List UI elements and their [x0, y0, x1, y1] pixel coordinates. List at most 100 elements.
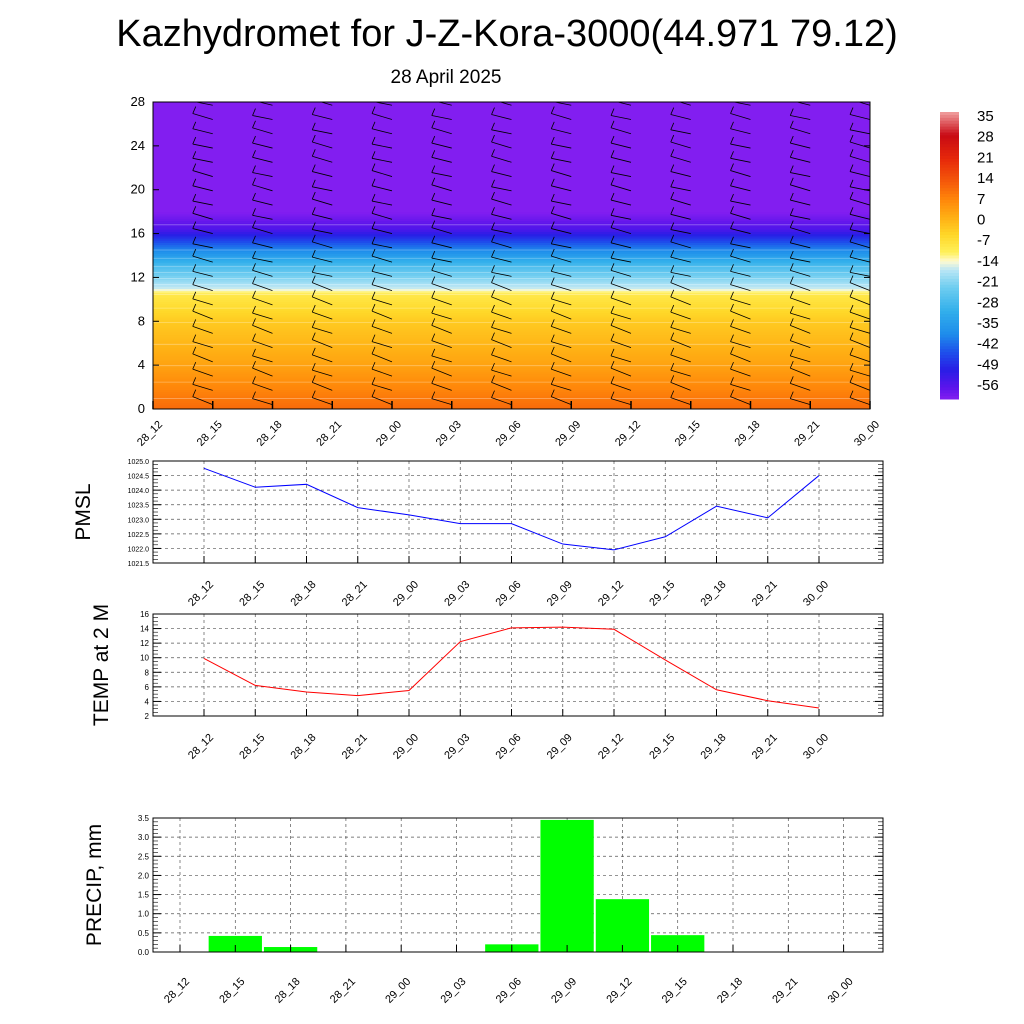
wind-barb	[789, 192, 811, 206]
temperature-contour	[153, 397, 870, 400]
wind-barb	[670, 375, 691, 391]
wind-barb	[431, 318, 452, 334]
colorbar-swatch	[940, 196, 959, 201]
y-axis-label: PMSL	[72, 483, 95, 540]
colorbar-swatch	[940, 340, 959, 344]
temperature-band	[153, 205, 870, 208]
wind-barb	[550, 334, 572, 348]
temperature-band	[153, 148, 870, 151]
temperature-contour	[153, 343, 870, 346]
wind-barb	[431, 220, 452, 234]
colorbar-swatch	[940, 276, 959, 280]
wind-barb	[789, 177, 811, 192]
wind-barb	[311, 122, 333, 135]
colorbar-swatch	[940, 112, 959, 116]
temperature-band	[153, 327, 870, 331]
wind-barb	[610, 208, 632, 220]
y-tick-label: 8	[145, 668, 150, 677]
wind-barb	[311, 207, 333, 220]
wind-barb	[616, 102, 632, 106]
temperature-band	[153, 369, 870, 373]
wind-barb	[431, 360, 452, 377]
wind-barb	[670, 107, 691, 120]
x-tick-label: 28_15	[237, 579, 267, 609]
colorbar-swatch	[940, 258, 959, 262]
wind-barb	[670, 347, 691, 363]
wind-barb	[550, 193, 572, 206]
x-tick-label: 28_12	[135, 419, 165, 449]
wind-barb	[789, 305, 811, 320]
x-tick-label: 29_21	[770, 976, 800, 1006]
temperature-band	[153, 104, 870, 107]
x-tick-label: 29_18	[699, 579, 729, 609]
colorbar-label: 21	[977, 149, 994, 166]
wind-barb	[550, 236, 572, 249]
colorbar-swatch	[940, 317, 959, 321]
colorbar-swatch	[940, 114, 959, 119]
wind-barb	[371, 377, 393, 391]
wind-barb	[431, 108, 452, 120]
wind-barb	[311, 275, 333, 291]
wind-barb	[257, 102, 273, 106]
colorbar-swatch	[940, 302, 959, 306]
temperature-band	[153, 123, 870, 127]
temperature-band	[153, 266, 870, 270]
wind-barb	[431, 250, 452, 263]
wind-barb	[491, 289, 512, 306]
colorbar-swatch	[940, 270, 959, 274]
y-tick-label: 2.0	[138, 871, 150, 880]
x-tick-label: 28_15	[217, 976, 247, 1006]
wind-barb	[789, 208, 811, 220]
wind-barb	[491, 207, 512, 220]
temperature-band	[153, 371, 870, 375]
grid	[153, 817, 883, 953]
wind-barb	[789, 376, 811, 391]
temperature-band	[153, 389, 870, 393]
temperature-band	[153, 222, 870, 226]
wind-barb	[730, 163, 751, 177]
wind-barb	[252, 348, 273, 363]
wind-barb	[311, 249, 333, 263]
temperature-band	[153, 376, 870, 379]
temperature-band	[153, 156, 870, 160]
wind-barb	[610, 250, 632, 263]
temperature-band	[153, 229, 870, 232]
wind-barb	[610, 235, 632, 249]
y-tick-label: 16	[140, 610, 149, 619]
wind-barb	[311, 304, 333, 320]
colorbar-swatch	[940, 343, 959, 347]
wind-barb	[371, 291, 393, 306]
wind-barb	[730, 303, 751, 320]
colorbar-swatch	[940, 372, 959, 377]
wind-barb	[670, 275, 691, 291]
colorbar-swatch	[940, 319, 959, 324]
temperature-band	[153, 255, 870, 259]
temperature-band	[153, 141, 870, 145]
y-tick-label: 20	[131, 182, 145, 197]
wind-barb	[789, 108, 811, 120]
temperature-band	[153, 373, 870, 377]
temperature-band	[153, 378, 870, 382]
y-tick-label: 0	[138, 401, 145, 416]
temperature-band	[153, 172, 870, 175]
y-axis-label: TEMP at 2 M	[90, 604, 113, 726]
wind-barb	[730, 206, 751, 220]
colorbar-swatch	[940, 117, 959, 122]
x-tick-label: 28_15	[237, 732, 267, 762]
colorbar-swatch	[940, 138, 959, 142]
temperature-band	[153, 202, 870, 206]
temperature-contour	[153, 223, 870, 226]
x-tick-label: 29_09	[553, 419, 583, 449]
temperature-band	[153, 134, 870, 138]
colorbar-swatch	[940, 293, 959, 297]
temperature-band	[153, 290, 870, 294]
temperature-band	[153, 121, 870, 125]
temperature-band	[153, 139, 870, 143]
wind-barb	[491, 149, 512, 163]
wind-barb	[670, 191, 691, 206]
temperature-band	[153, 367, 870, 371]
colorbar-label: 7	[977, 191, 985, 208]
temperature-contour	[153, 381, 870, 383]
temperature-contour	[153, 307, 870, 309]
wind-barb	[153, 389, 154, 391]
